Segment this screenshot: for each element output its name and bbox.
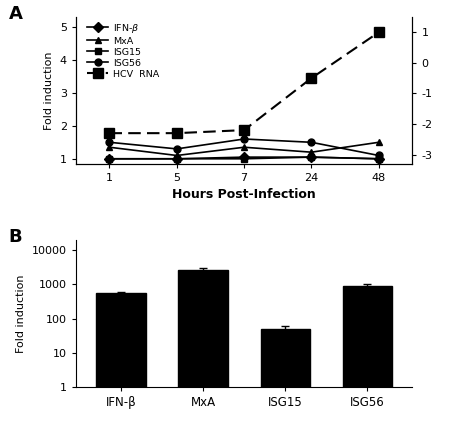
Text: A: A bbox=[9, 5, 22, 23]
ISG15 bbox=[241, 156, 247, 162]
MxA bbox=[174, 153, 180, 158]
HCV  RNA bbox=[241, 128, 247, 133]
Bar bbox=[96, 293, 146, 425]
Line: ISG15: ISG15 bbox=[106, 154, 382, 162]
ISG15 bbox=[107, 156, 112, 162]
IFN-$\beta$ bbox=[309, 155, 314, 160]
X-axis label: Hours Post-Infection: Hours Post-Infection bbox=[172, 188, 316, 201]
ISG56 bbox=[376, 153, 382, 158]
ISG15 bbox=[174, 156, 180, 162]
Bar bbox=[261, 329, 310, 425]
Line: ISG56: ISG56 bbox=[106, 136, 382, 159]
ISG56 bbox=[241, 136, 247, 142]
IFN-$\beta$ bbox=[241, 155, 247, 160]
MxA bbox=[241, 144, 247, 150]
Legend: IFN-$\beta$, MxA, ISG15, ISG56, HCV  RNA: IFN-$\beta$, MxA, ISG15, ISG56, HCV RNA bbox=[87, 22, 159, 79]
ISG56 bbox=[107, 140, 112, 145]
MxA bbox=[376, 140, 382, 145]
Line: MxA: MxA bbox=[106, 139, 382, 159]
IFN-$\beta$ bbox=[174, 156, 180, 162]
Line: IFN-$\beta$: IFN-$\beta$ bbox=[106, 154, 382, 162]
HCV  RNA bbox=[174, 130, 180, 136]
Bar bbox=[343, 286, 392, 425]
HCV  RNA bbox=[376, 30, 382, 35]
IFN-$\beta$ bbox=[376, 156, 382, 162]
Y-axis label: Fold induction: Fold induction bbox=[44, 51, 54, 130]
MxA bbox=[107, 144, 112, 150]
IFN-$\beta$ bbox=[107, 156, 112, 162]
Bar bbox=[178, 270, 228, 425]
ISG56 bbox=[174, 146, 180, 151]
HCV  RNA bbox=[309, 76, 314, 81]
MxA bbox=[309, 150, 314, 155]
ISG56 bbox=[309, 140, 314, 145]
Line: HCV  RNA: HCV RNA bbox=[105, 28, 383, 138]
HCV  RNA bbox=[107, 130, 112, 136]
ISG15 bbox=[309, 155, 314, 160]
Text: B: B bbox=[9, 228, 22, 246]
ISG15 bbox=[376, 156, 382, 162]
Y-axis label: Fold induction: Fold induction bbox=[16, 274, 26, 353]
